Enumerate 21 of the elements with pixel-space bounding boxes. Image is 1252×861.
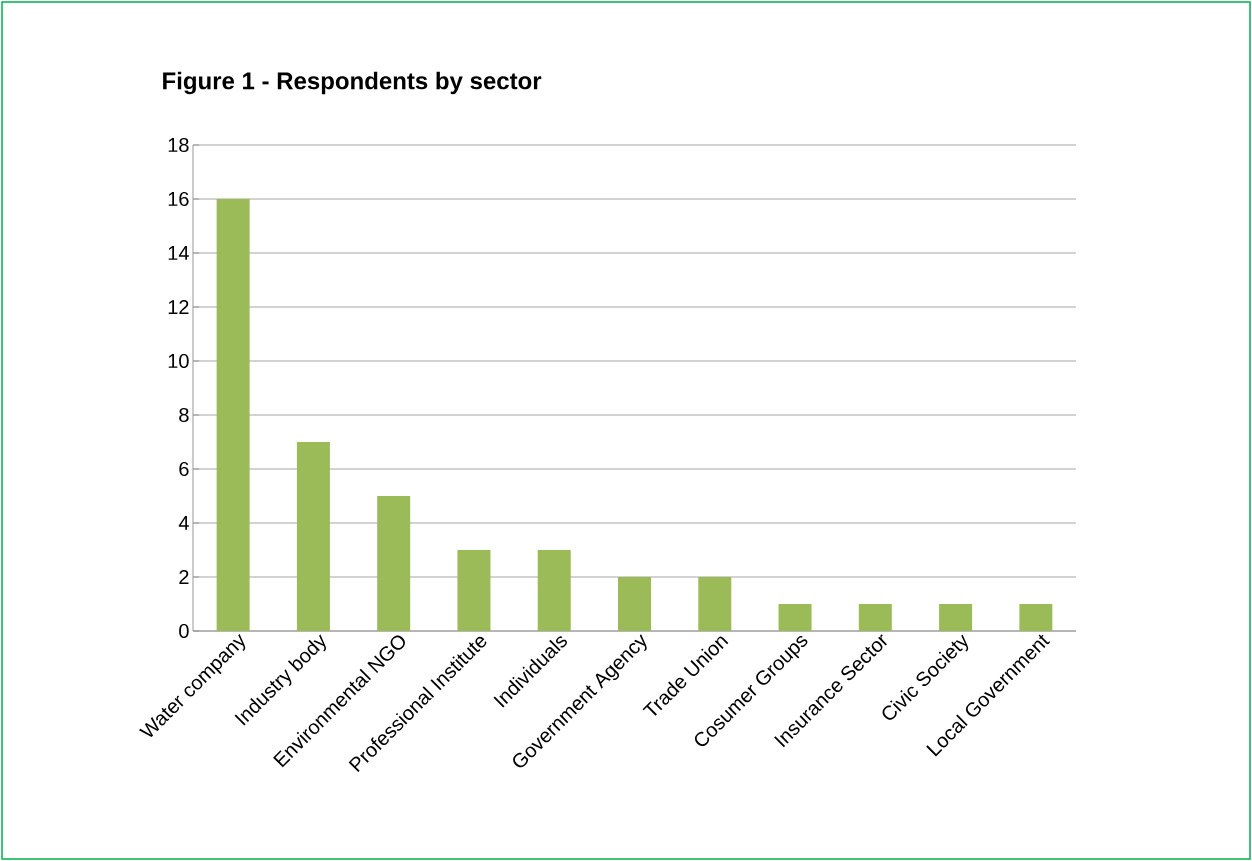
y-tick-label: 4 bbox=[178, 516, 189, 530]
bar bbox=[537, 549, 571, 631]
y-tick-label: 2 bbox=[179, 570, 189, 584]
bar bbox=[618, 576, 652, 631]
chart-title: Figure 1 - Respondents by sector bbox=[163, 71, 542, 95]
bar bbox=[296, 441, 330, 631]
bar bbox=[457, 549, 491, 631]
bar bbox=[377, 495, 411, 631]
y-tick-label: 14 bbox=[168, 246, 189, 260]
y-tick-label: 18 bbox=[168, 137, 189, 153]
bar bbox=[858, 603, 892, 631]
y-tick-label: 16 bbox=[168, 191, 189, 207]
bar bbox=[698, 576, 732, 631]
y-tick-label: 8 bbox=[179, 407, 189, 423]
y-tick-label: 10 bbox=[168, 353, 189, 369]
bar bbox=[939, 603, 973, 631]
y-tick-label: 12 bbox=[168, 300, 189, 314]
bar bbox=[1019, 603, 1053, 631]
bar bbox=[778, 603, 812, 631]
y-tick-label: 6 bbox=[179, 461, 189, 477]
bar bbox=[216, 198, 250, 631]
